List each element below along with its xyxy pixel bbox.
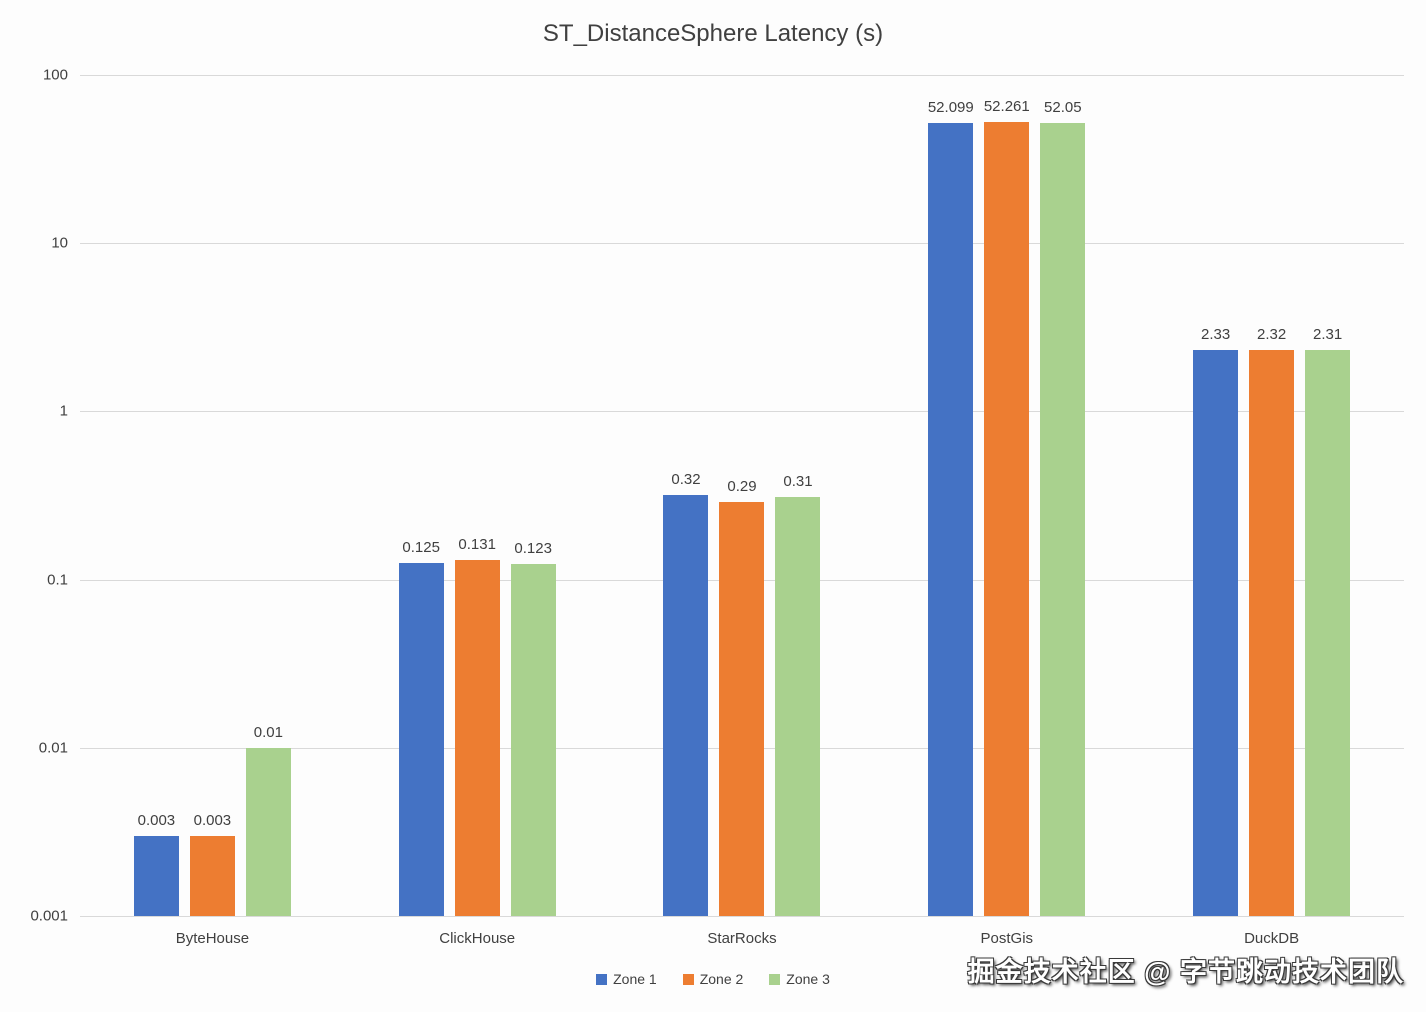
- gridline: [80, 243, 1404, 245]
- gridline: [80, 411, 1404, 413]
- bar: 2.33: [1193, 326, 1239, 916]
- bar: 52.261: [984, 98, 1030, 916]
- x-axis-category-label: ByteHouse: [175, 930, 250, 947]
- x-axis: ByteHouse ClickHouse StarRocks PostGis DuckD…: [80, 930, 1404, 947]
- legend-label: Zone 3: [786, 971, 830, 987]
- bar-value-label: 52.261: [983, 98, 1030, 116]
- bar: 0.31: [775, 473, 821, 916]
- bar: 0.125: [398, 539, 444, 916]
- legend-swatch-icon: [596, 973, 608, 985]
- bar: 0.32: [663, 471, 709, 916]
- bar-value-label: 0.31: [783, 472, 813, 490]
- y-axis: 100 10 1 0.1 0.01 0.001: [0, 67, 68, 925]
- gridline: [80, 916, 1404, 917]
- bar-value-label: 0.01: [253, 723, 283, 741]
- bar-value-label: 2.31: [1312, 326, 1343, 344]
- bar-value-label: 2.33: [1200, 325, 1231, 343]
- bar-value-label: 52.099: [927, 98, 974, 116]
- bar: 52.05: [1040, 99, 1086, 916]
- legend-swatch-icon: [769, 973, 781, 985]
- x-axis-category-label: PostGis: [980, 930, 1034, 947]
- bar-value-label: 0.29: [727, 477, 757, 495]
- watermark: 掘金技术社区 @ 字节跳动技术团队: [967, 957, 1404, 987]
- y-axis-tick-label: 0.001: [30, 907, 68, 925]
- bar-value-label: 0.123: [514, 540, 552, 558]
- bar-group: 0.003 0.003 0.01: [80, 75, 345, 916]
- y-axis-tick-label: 100: [42, 66, 68, 84]
- bar: 0.123: [510, 540, 556, 916]
- gridline: [80, 75, 1404, 76]
- bar-value-label: 52.05: [1044, 98, 1082, 116]
- bar-groups: 0.003 0.003 0.01 0.125 0.131 0.123 0.32 0.29 0.3…: [80, 75, 1404, 916]
- bar: 0.003: [189, 812, 235, 916]
- legend: Zone 1 Zone 2 Zone 3: [0, 971, 1426, 987]
- bar-value-label: 0.125: [402, 539, 440, 557]
- y-axis-tick-label: 0.1: [47, 571, 68, 589]
- y-axis-tick-label: 0.01: [38, 739, 68, 757]
- legend-item: Zone 3: [769, 971, 830, 987]
- bar-value-label: 0.131: [458, 535, 496, 553]
- legend-label: Zone 1: [613, 971, 657, 987]
- plot-area: 0.003 0.003 0.01 0.125 0.131 0.123 0.32 0.29 0.3…: [80, 75, 1404, 917]
- legend-swatch-icon: [682, 973, 694, 985]
- bar-value-label: 0.003: [137, 811, 176, 829]
- bar: 0.131: [454, 536, 500, 916]
- bar-group: 0.32 0.29 0.31: [610, 75, 875, 916]
- bar: 0.003: [133, 812, 179, 916]
- y-axis-tick-label: 10: [51, 234, 68, 252]
- x-axis-category-label: StarRocks: [707, 930, 777, 947]
- x-axis-category-label: DuckDB: [1244, 930, 1300, 947]
- bar-group: 0.125 0.131 0.123: [345, 75, 610, 916]
- bar: 52.099: [928, 99, 974, 916]
- legend-item: Zone 1: [596, 971, 657, 987]
- legend-item: Zone 2: [682, 971, 744, 987]
- bar-value-label: 0.32: [671, 470, 701, 488]
- bar-value-label: 2.32: [1256, 325, 1287, 343]
- bar: 2.31: [1305, 326, 1351, 916]
- bar-group: 2.33 2.32 2.31: [1139, 75, 1404, 916]
- chart-title: ST_DistanceSphere Latency (s): [542, 20, 884, 47]
- bar-value-label: 0.003: [193, 811, 232, 829]
- bar-group: 52.099 52.261 52.05: [874, 75, 1139, 916]
- bar: 2.32: [1249, 326, 1295, 916]
- x-axis-category-label: ClickHouse: [439, 930, 516, 947]
- legend-label: Zone 2: [699, 971, 744, 987]
- bar: 0.29: [719, 478, 765, 916]
- bar: 0.01: [245, 724, 291, 916]
- y-axis-tick-label: 1: [59, 402, 68, 420]
